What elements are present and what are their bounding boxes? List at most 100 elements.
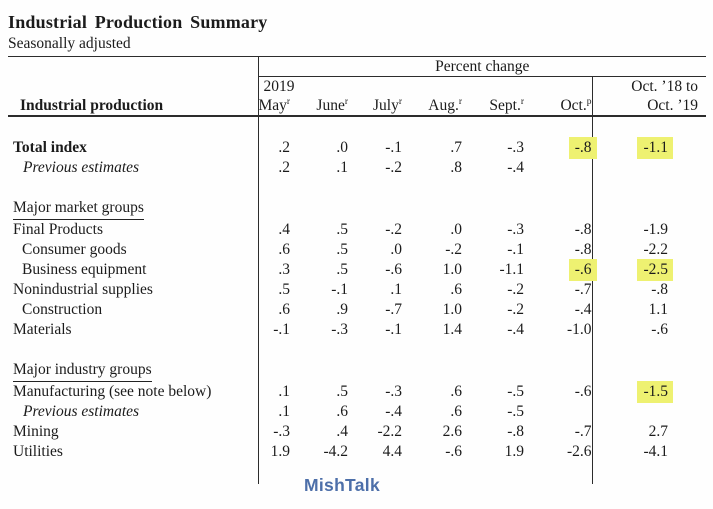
cell-value: .0 (450, 221, 462, 238)
cell-value: -.3 (385, 383, 402, 400)
section-row-major-industry-groups: Major industry groups (8, 360, 706, 382)
cell-value: .6 (450, 383, 462, 400)
cell-value: .1 (278, 383, 290, 400)
cell-value: -.1 (331, 281, 348, 298)
cell-value: 1.9 (504, 443, 524, 460)
cell-value (592, 402, 706, 422)
row-label: Business equipment (8, 260, 259, 280)
yoy-header-line2: Oct. ’19 (592, 96, 707, 117)
cell-value: -.8 (524, 240, 593, 260)
cell-value: -.4 (507, 321, 524, 338)
column-header-oct: Oct.p (524, 96, 593, 117)
cell-value: -.1 (507, 241, 524, 258)
cell-value: -.3 (507, 139, 524, 156)
cell-value-highlighted: -1.1 (592, 137, 706, 159)
table-row-materials: Materials -.1 -.3 -.1 1.4 -.4 -1.0 -.6 (8, 320, 706, 340)
row-label: Consumer goods (8, 240, 259, 260)
cell-value: -2.6 (524, 442, 593, 462)
cell-value: -1.0 (524, 320, 593, 340)
cell-value: -.5 (507, 403, 524, 420)
section-label: Major market groups (8, 198, 259, 220)
cell-value: .0 (390, 241, 402, 258)
cell-value: 2.7 (648, 423, 669, 440)
group-header-percent-change: Percent change (258, 56, 707, 77)
spacer-row (8, 340, 706, 360)
row-label: Total index (8, 138, 259, 158)
section-label: Major industry groups (8, 360, 259, 382)
row-label: Manufacturing (see note below) (8, 382, 259, 402)
header-spacer-cell (524, 76, 593, 96)
cell-value: -.6 (385, 261, 402, 278)
cell-value: -.3 (507, 221, 524, 238)
month-header-row: Industrial production Mayr Juner Julyr A… (8, 96, 707, 117)
cell-value: -1.1 (499, 261, 524, 278)
cell-value: -.6 (651, 321, 669, 338)
page-title: Industrial Production Summary (8, 12, 268, 32)
percent-change-header-row: Percent change (8, 56, 707, 77)
column-header-june: Juner (290, 96, 348, 117)
cell-value: -.6 (524, 382, 593, 402)
cell-value-highlighted: -.6 (524, 259, 597, 281)
cell-value: -.3 (331, 321, 348, 338)
cell-value: .4 (278, 221, 290, 238)
cell-value: 1.0 (442, 301, 462, 318)
header-spacer-cell (8, 76, 259, 96)
cell-value: .3 (278, 261, 290, 278)
cell-value: -.7 (385, 301, 402, 318)
table-row-final-products: Final Products .4 .5 -.2 .0 -.3 -.8 -1.9 (8, 220, 706, 240)
cell-value: .7 (450, 139, 462, 156)
cell-value: -.4 (385, 403, 402, 420)
cell-value: .5 (336, 261, 348, 278)
table-row-previous-estimates: Previous estimates .2 .1 -.2 .8 -.4 (8, 158, 706, 178)
cell-value (524, 158, 593, 178)
cell-value: -.2 (445, 241, 462, 258)
cell-value: -.2 (507, 301, 524, 318)
cell-value: .1 (278, 403, 290, 420)
table-row-previous-estimates-mfg: Previous estimates .1 .6 -.4 .6 -.5 (8, 402, 706, 422)
cell-value: .9 (336, 301, 348, 318)
year-header-row: 2019 Oct. ’18 to (8, 76, 706, 96)
cell-value: .6 (278, 301, 290, 318)
cell-value: -.5 (507, 383, 524, 400)
cell-value: -4.2 (323, 443, 348, 460)
cell-value: -.7 (524, 422, 593, 442)
row-label: Final Products (8, 220, 259, 240)
column-header-aug: Aug.r (402, 96, 462, 117)
table-row-construction: Construction .6 .9 -.7 1.0 -.2 -.4 1.1 (8, 300, 706, 320)
cell-value: -.8 (507, 423, 524, 440)
cell-value: .2 (278, 139, 290, 156)
cell-value: -.1 (385, 139, 402, 156)
cell-value: 1.9 (270, 443, 290, 460)
column-header-sept: Sept.r (462, 96, 524, 117)
cell-value: 1.1 (648, 301, 669, 318)
cell-value: -.4 (524, 300, 593, 320)
table-row-business-equipment: Business equipment .3 .5 -.6 1.0 -1.1 -.… (8, 259, 706, 281)
table-row-consumer-goods: Consumer goods .6 .5 .0 -.2 -.1 -.8 -2.2 (8, 240, 706, 260)
cell-value: 1.0 (442, 261, 462, 278)
cell-value: -.6 (445, 443, 462, 460)
spacer-row (8, 116, 706, 138)
cell-value: .6 (450, 281, 462, 298)
cell-value: .6 (450, 403, 462, 420)
cell-value: -.7 (524, 280, 593, 300)
cell-value-highlighted: -2.5 (592, 259, 706, 281)
table-row-manufacturing: Manufacturing (see note below) .1 .5 -.3… (8, 381, 706, 403)
row-label: Previous estimates (8, 402, 259, 422)
cell-value: .1 (336, 159, 348, 176)
cell-value: -1.9 (643, 221, 669, 238)
row-label: Nonindustrial supplies (8, 280, 259, 300)
table-row-nonindustrial-supplies: Nonindustrial supplies .5 -.1 .1 .6 -.2 … (8, 280, 706, 300)
cell-value: -4.1 (643, 443, 669, 460)
spacer-row (8, 178, 706, 198)
row-label: Construction (8, 300, 259, 320)
cell-value: 4.4 (382, 443, 402, 460)
cell-value: -2.2 (643, 241, 669, 258)
cell-value: -.3 (273, 423, 290, 440)
year-label: 2019 (263, 78, 295, 95)
page-subtitle: Seasonally adjusted (8, 35, 131, 52)
cell-value: .4 (336, 423, 348, 440)
row-label: Mining (8, 422, 259, 442)
cell-value: 1.4 (442, 321, 462, 338)
cell-value: -.1 (273, 321, 290, 338)
